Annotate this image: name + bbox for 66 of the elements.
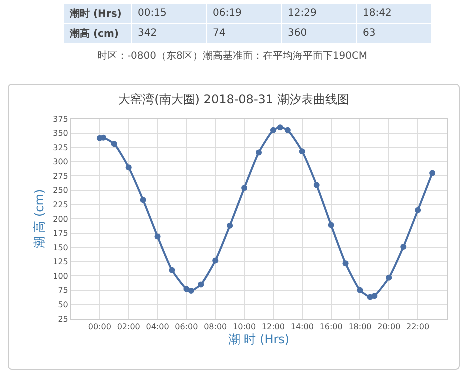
point	[111, 141, 118, 148]
point	[188, 288, 194, 294]
y-tick-label: 50	[58, 300, 68, 310]
y-axis-title: 潮 高 (cm)	[32, 189, 46, 249]
x-tick-label: 18:00	[348, 322, 372, 332]
text: 342	[132, 24, 206, 44]
point	[386, 274, 392, 281]
text: 潮高 (cm)	[64, 24, 132, 44]
point	[314, 182, 320, 188]
point	[299, 148, 306, 155]
x-tick-label: 12:00	[262, 322, 285, 332]
point	[154, 234, 161, 240]
y-tick-label: 150	[53, 243, 68, 252]
y-tick-label: 75	[58, 286, 68, 296]
point	[169, 267, 176, 274]
chart-title: 大窑湾(南大圈) 2018-08-31 潮汐表曲线图	[118, 92, 350, 106]
x-tick-label: 08:00	[204, 322, 228, 332]
y-tick-label: 175	[53, 229, 68, 238]
point	[256, 150, 262, 156]
y-tick-label: 350	[53, 129, 68, 138]
point	[227, 222, 234, 229]
point	[198, 282, 204, 288]
x-tick-label: 14:00	[290, 322, 314, 332]
x-tick-label: 20:00	[378, 322, 401, 332]
point	[126, 164, 132, 171]
text: 360	[282, 24, 356, 44]
y-tick-label: 125	[53, 258, 68, 267]
text: 00:15	[132, 4, 206, 24]
point	[430, 170, 436, 176]
x-tick-label: 22:00	[406, 322, 430, 332]
point	[270, 127, 276, 134]
y-tick-label: 300	[53, 158, 68, 167]
point	[242, 185, 248, 192]
x-tick-label: 00:00	[88, 322, 112, 332]
point	[284, 127, 291, 134]
point	[277, 124, 284, 131]
text: 74	[206, 24, 282, 44]
text: 时区：-0800（东8区）潮高基准面：在平均海平面下190CM	[96, 50, 369, 64]
x-tick-label: 04:00	[146, 322, 170, 332]
text: 18:42	[356, 4, 432, 24]
text: 63	[356, 24, 432, 44]
x-tick-label: 02:00	[117, 322, 140, 332]
y-tick-label: 25	[58, 314, 68, 324]
y-tick-label: 250	[53, 186, 68, 196]
text: 潮时 (Hrs)	[64, 4, 132, 24]
y-tick-label: 375	[53, 114, 68, 124]
point	[140, 197, 146, 204]
point	[357, 287, 364, 294]
text: 12:29	[282, 4, 356, 24]
y-tick-label: 200	[53, 214, 68, 224]
x-tick-label: 06:00	[175, 322, 198, 332]
point	[100, 134, 107, 141]
point	[212, 258, 219, 264]
x-axis-title: 潮 时 (Hrs)	[228, 332, 290, 346]
y-tick-label: 275	[53, 172, 68, 181]
y-tick-label: 100	[53, 272, 68, 281]
x-tick-label: 16:00	[320, 322, 343, 332]
x-tick-label: 10:00	[233, 322, 256, 332]
point	[400, 244, 407, 250]
point	[372, 293, 378, 300]
point	[328, 222, 334, 228]
point	[342, 260, 349, 267]
y-tick-label: 225	[53, 200, 68, 210]
point	[415, 207, 422, 214]
text: 06:19	[206, 4, 282, 24]
y-tick-label: 325	[53, 143, 68, 152]
